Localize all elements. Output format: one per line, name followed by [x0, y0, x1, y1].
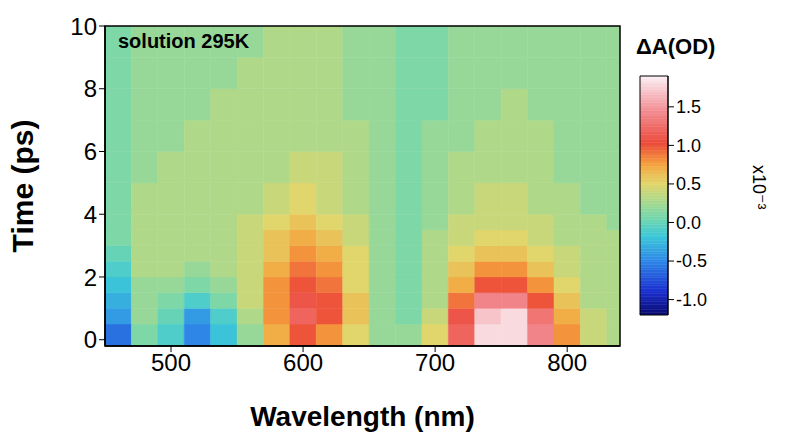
svg-text:600: 600 [283, 349, 323, 376]
svg-text:-0.5: -0.5 [676, 251, 707, 271]
svg-text:10: 10 [70, 13, 97, 40]
svg-text:1.0: 1.0 [676, 136, 701, 156]
html-text:x10⁻³: x10⁻³ [749, 165, 769, 210]
svg-text:-1.0: -1.0 [676, 290, 707, 310]
svg-text:800: 800 [547, 349, 587, 376]
svg-text:0.5: 0.5 [676, 174, 701, 194]
svg-text:0.0: 0.0 [676, 213, 701, 233]
svg-text:1.5: 1.5 [676, 97, 701, 117]
svg-text:2: 2 [84, 264, 97, 291]
svg-text:8: 8 [84, 75, 97, 102]
html-text:solution 295K: solution 295K [118, 30, 250, 52]
svg-text:500: 500 [151, 349, 191, 376]
svg-text:Time (ps): Time (ps) [6, 120, 39, 253]
svg-text:0: 0 [84, 326, 97, 353]
svg-text:4: 4 [84, 201, 97, 228]
svg-text:6: 6 [84, 138, 97, 165]
html-text:ΔA(OD): ΔA(OD) [636, 34, 716, 59]
svg-text:Wavelength (nm): Wavelength (nm) [250, 401, 475, 432]
svg-text:700: 700 [415, 349, 455, 376]
